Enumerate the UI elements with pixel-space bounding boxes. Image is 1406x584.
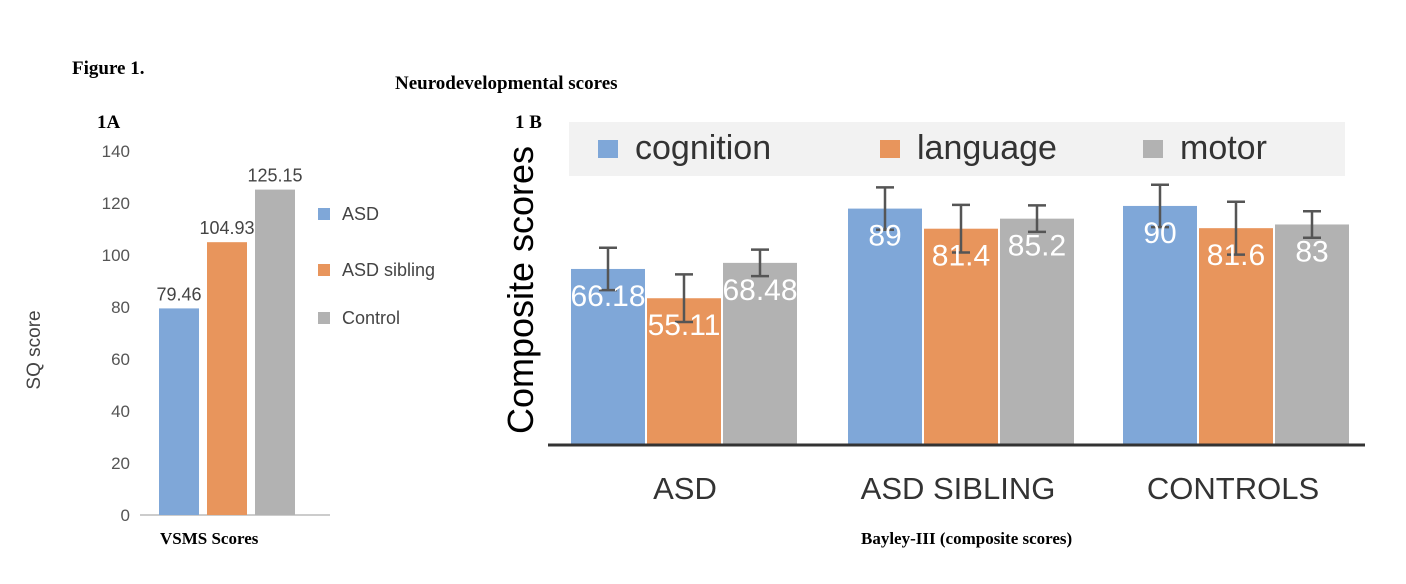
legend-box — [569, 122, 1345, 176]
data-label: 81.6 — [1207, 239, 1265, 272]
bar-motor — [1275, 224, 1349, 444]
legend-label: motor — [1180, 129, 1267, 167]
y-tick-label: 60 — [111, 350, 130, 369]
y-tick-label: 120 — [102, 194, 130, 213]
panel-a-x-caption: VSMS Scores — [160, 529, 259, 548]
legend-swatch-blue — [318, 208, 330, 220]
y-tick-label: 100 — [102, 246, 130, 265]
legend-label: Control — [342, 308, 400, 328]
legend-label: language — [917, 129, 1057, 167]
data-label: 125.15 — [247, 166, 302, 186]
data-label: 89 — [868, 220, 901, 253]
data-label: 85.2 — [1008, 230, 1066, 263]
category-label: ASD SIBLING — [861, 471, 1056, 506]
y-tick-label: 0 — [121, 506, 130, 525]
category-label: CONTROLS — [1147, 471, 1319, 506]
data-label: 68.48 — [722, 274, 797, 307]
legend-label: ASD sibling — [342, 260, 435, 280]
y-axis-label: SQ score — [24, 310, 45, 389]
bar-language — [924, 228, 998, 444]
y-tick-label: 20 — [111, 454, 130, 473]
bar-motor — [1000, 218, 1074, 444]
bar-cognition — [571, 268, 645, 444]
bar-motor — [723, 262, 797, 444]
bar-asd — [159, 308, 199, 515]
y-tick-label: 40 — [111, 402, 130, 421]
data-label: 55.11 — [648, 309, 721, 342]
panel-b-label: 1 B — [515, 112, 542, 133]
data-label: 79.46 — [156, 284, 201, 304]
bar-asd-sibling — [207, 242, 247, 515]
legend-swatch-gray — [318, 312, 330, 324]
data-label: 90 — [1143, 217, 1176, 250]
category-label: ASD — [653, 471, 717, 506]
panel-b-x-caption: Bayley-III (composite scores) — [861, 529, 1073, 548]
legend-swatch-motor — [1143, 140, 1163, 158]
bar-cognition — [1123, 205, 1197, 444]
y-tick-label: 140 — [102, 142, 130, 161]
data-label: 104.93 — [199, 218, 254, 238]
figure-title: Neurodevelopmental scores — [395, 73, 618, 94]
bar-control — [255, 189, 295, 516]
y-tick-label: 80 — [111, 298, 130, 317]
y-axis-label: Composite scores — [500, 146, 541, 434]
bar-language — [1199, 228, 1273, 444]
figure-label: Figure 1. — [72, 58, 145, 79]
legend-label: ASD — [342, 204, 379, 224]
bar-cognition — [848, 208, 922, 444]
data-label: 66.18 — [570, 280, 645, 313]
legend-label: cognition — [635, 129, 771, 167]
legend-swatch-cognition — [598, 140, 618, 158]
panel-a-label: 1A — [97, 112, 121, 133]
legend-swatch-language — [880, 140, 900, 158]
data-label: 83 — [1295, 235, 1328, 268]
data-label: 81.4 — [932, 240, 990, 273]
legend-swatch-orange — [318, 264, 330, 276]
